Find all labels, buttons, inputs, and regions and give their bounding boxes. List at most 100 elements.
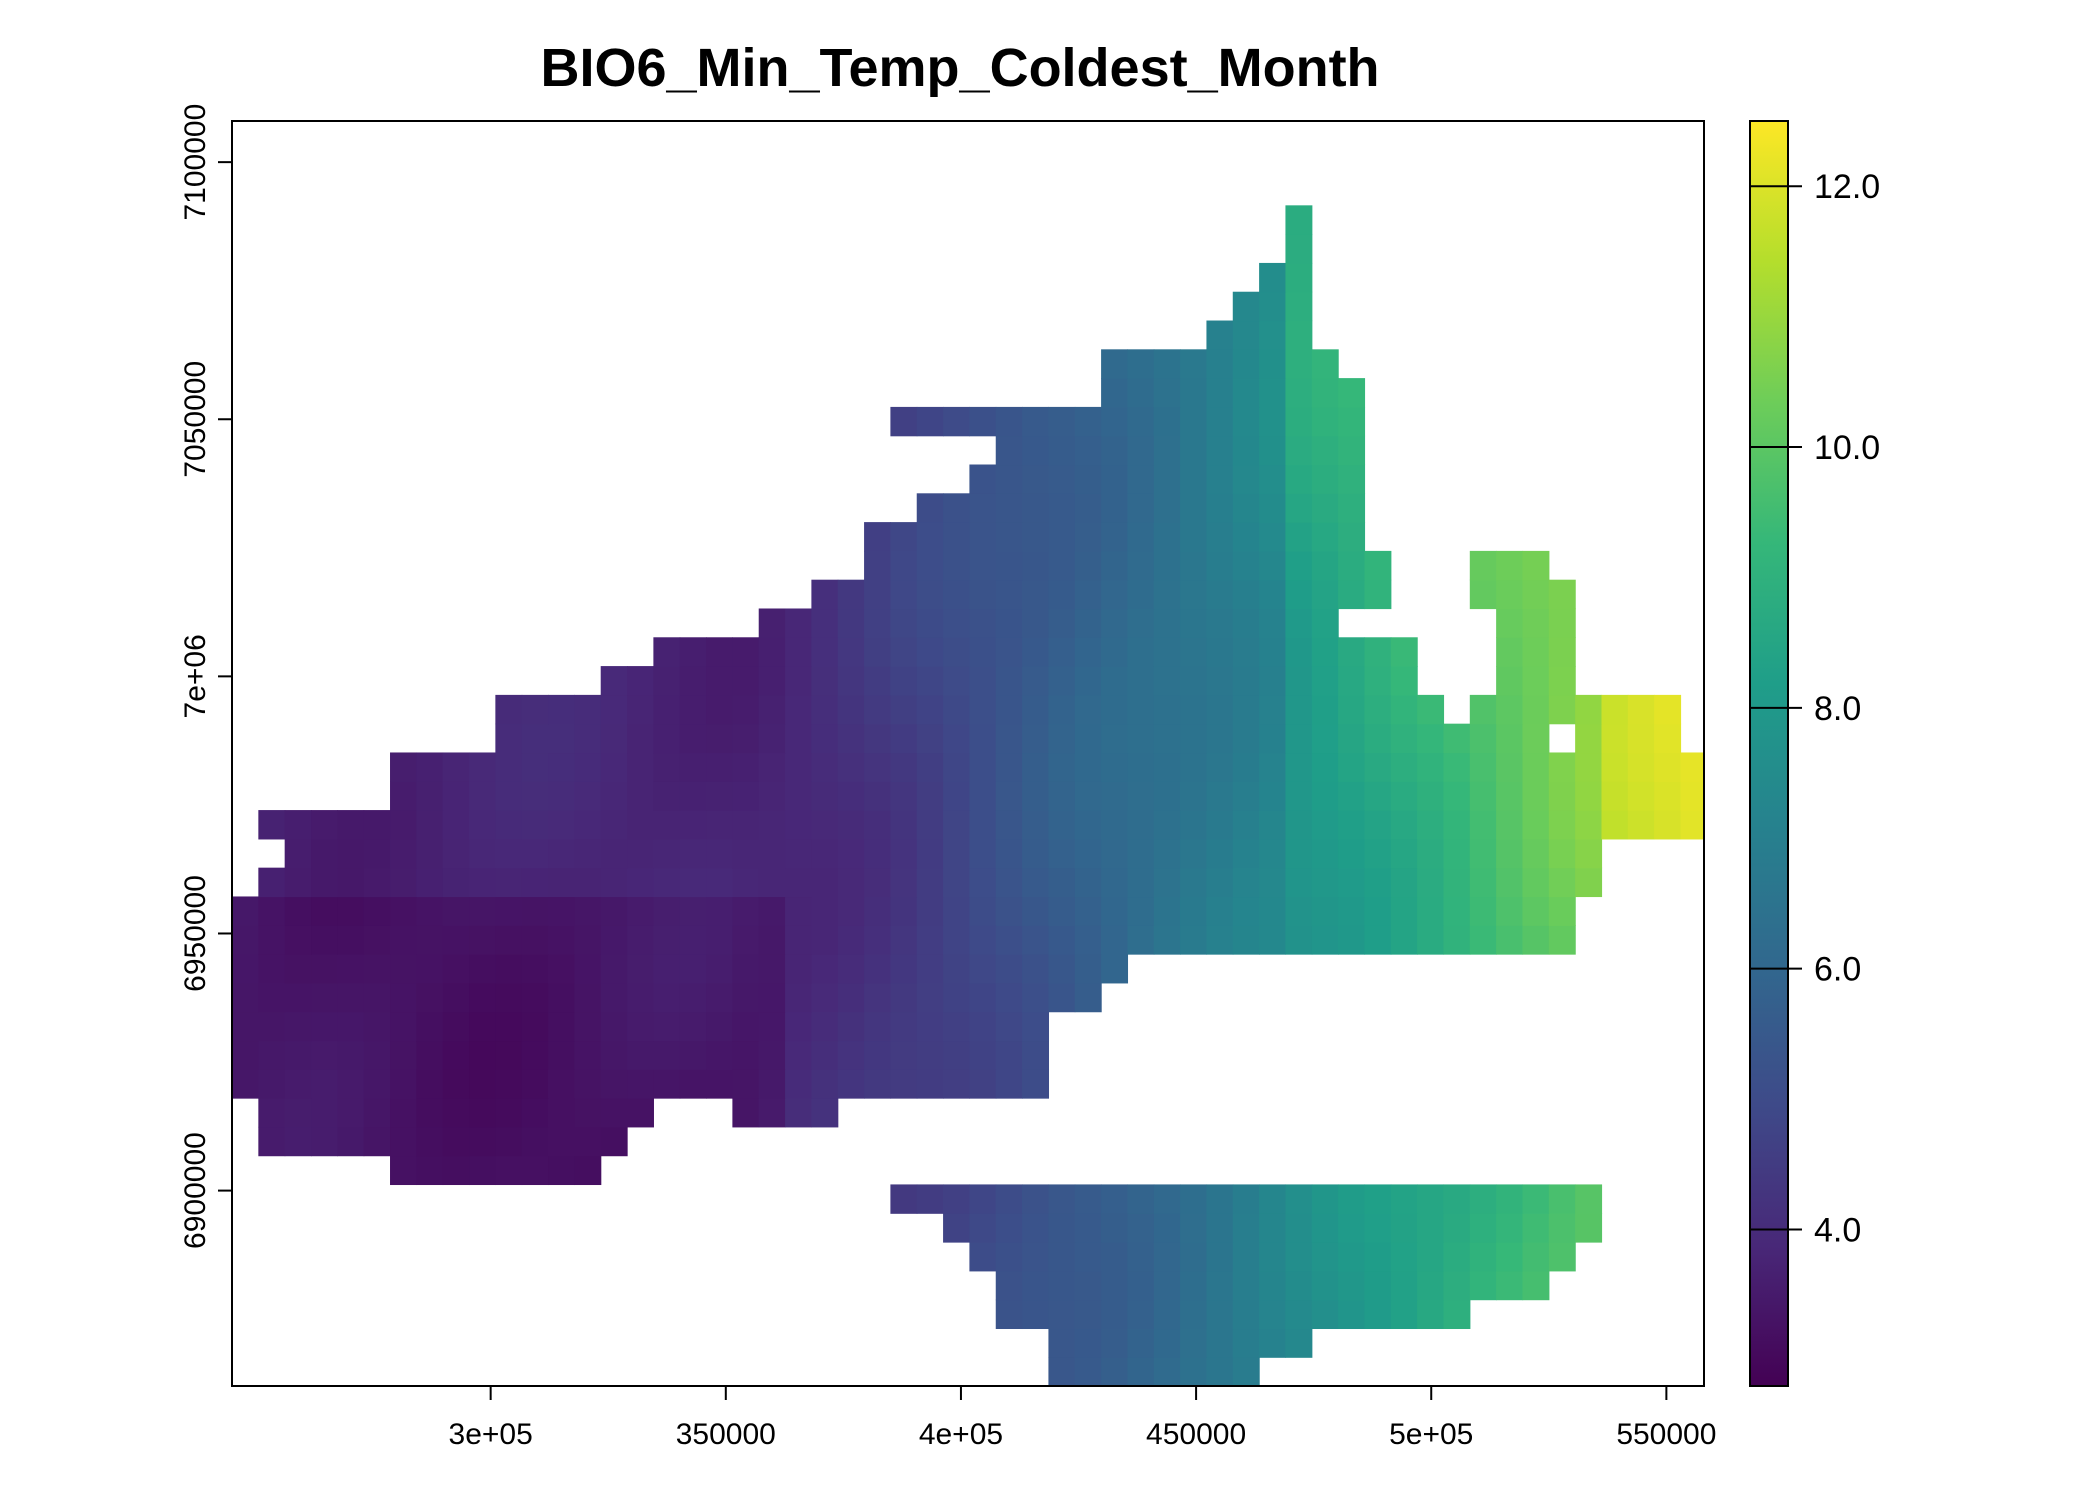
raster-cell	[1259, 781, 1287, 811]
raster-cell	[706, 810, 733, 840]
raster-cell	[890, 925, 918, 955]
raster-cell	[1338, 810, 1366, 840]
raster-cell	[1522, 1242, 1550, 1272]
raster-cell	[890, 954, 918, 984]
raster-cell	[706, 694, 733, 725]
raster-cell	[1496, 925, 1524, 955]
raster-cell	[1127, 1213, 1155, 1243]
raster-cell	[1496, 1242, 1524, 1272]
raster-cell	[363, 954, 391, 984]
raster-cell	[1153, 579, 1181, 610]
raster-cell	[1232, 406, 1260, 437]
raster-cell	[1153, 694, 1181, 725]
raster-cell	[1338, 435, 1366, 466]
raster-cell	[785, 925, 812, 955]
raster-cell	[232, 925, 259, 955]
raster-cell	[706, 867, 733, 898]
raster-cell	[1206, 694, 1234, 725]
raster-cell	[442, 781, 470, 811]
raster-cell	[1074, 493, 1102, 523]
raster-cell	[785, 867, 812, 898]
raster-cell	[1022, 810, 1050, 840]
raster-cell	[1101, 349, 1129, 379]
raster-cell	[1469, 1242, 1497, 1272]
raster-cell	[890, 666, 918, 696]
raster-cell	[1311, 550, 1339, 581]
raster-cell	[258, 954, 286, 984]
raster-cell	[521, 925, 549, 955]
raster-cell	[311, 1040, 338, 1070]
raster-cell	[1206, 1299, 1234, 1330]
raster-cell	[916, 810, 944, 840]
raster-cell	[1417, 1242, 1445, 1272]
raster-cell	[1390, 752, 1418, 782]
raster-cell	[1153, 867, 1181, 898]
raster-cell	[1048, 666, 1076, 696]
raster-cell	[969, 464, 997, 494]
raster-cell	[390, 1069, 417, 1099]
colorbar-tick-label: 4.0	[1814, 1212, 1861, 1250]
raster-cell	[574, 925, 602, 955]
raster-cell	[1601, 810, 1629, 840]
raster-cell	[969, 666, 997, 696]
raster-cell	[1285, 723, 1313, 754]
raster-cell	[1285, 1242, 1313, 1272]
raster-cell	[1311, 867, 1339, 898]
raster-cell	[1259, 637, 1287, 667]
raster-cell	[1206, 522, 1234, 552]
raster-cell	[1022, 896, 1050, 926]
raster-cell	[995, 608, 1023, 638]
raster-cell	[1232, 493, 1260, 523]
raster-cell	[1469, 694, 1497, 725]
raster-cell	[1101, 522, 1129, 552]
raster-cell	[1206, 435, 1234, 466]
raster-cell	[811, 1040, 839, 1070]
raster-cell	[1285, 608, 1313, 638]
raster-cell	[574, 896, 602, 926]
raster-cell	[469, 781, 496, 811]
raster-cell	[1153, 1213, 1181, 1243]
raster-cell	[758, 925, 786, 955]
raster-cell	[1101, 781, 1129, 811]
raster-cell	[1074, 1242, 1102, 1272]
raster-cell	[1206, 1357, 1234, 1387]
raster-cell	[258, 1011, 286, 1042]
raster-cell	[1443, 925, 1471, 955]
y-tick-label: 7100000	[179, 104, 212, 221]
raster-cell	[1232, 435, 1260, 466]
raster-cell	[943, 925, 971, 955]
x-tick-label: 3e+05	[449, 1418, 533, 1451]
raster-cell	[442, 925, 470, 955]
raster-cell	[1443, 723, 1471, 754]
raster-cell	[1285, 1270, 1313, 1301]
raster-cell	[969, 406, 997, 437]
raster-cell	[1022, 608, 1050, 638]
raster-cell	[916, 781, 944, 811]
raster-cell	[1153, 1299, 1181, 1330]
raster-cell	[1469, 752, 1497, 782]
raster-cell	[1206, 666, 1234, 696]
raster-cell	[943, 1040, 971, 1070]
raster-cell	[1127, 1328, 1155, 1358]
raster-cell	[1338, 666, 1366, 696]
raster-cell	[811, 982, 839, 1013]
raster-cell	[1417, 810, 1445, 840]
raster-cell	[1285, 896, 1313, 926]
raster-cell	[1127, 493, 1155, 523]
raster-cell	[1180, 493, 1208, 523]
raster-cell	[1548, 896, 1576, 926]
raster-cell	[1074, 550, 1102, 581]
raster-cell	[969, 781, 997, 811]
raster-cell	[653, 810, 681, 840]
raster-cell	[442, 838, 470, 869]
raster-cell	[1338, 1242, 1366, 1272]
raster-cell	[1048, 752, 1076, 782]
raster-cell	[1022, 838, 1050, 869]
raster-cell	[1548, 694, 1576, 725]
raster-cell	[1364, 1299, 1392, 1330]
raster-cell	[1311, 406, 1339, 437]
raster-cell	[1417, 694, 1445, 725]
raster-cell	[1259, 1184, 1287, 1214]
raster-cell	[837, 608, 865, 638]
raster-cell	[574, 867, 602, 898]
